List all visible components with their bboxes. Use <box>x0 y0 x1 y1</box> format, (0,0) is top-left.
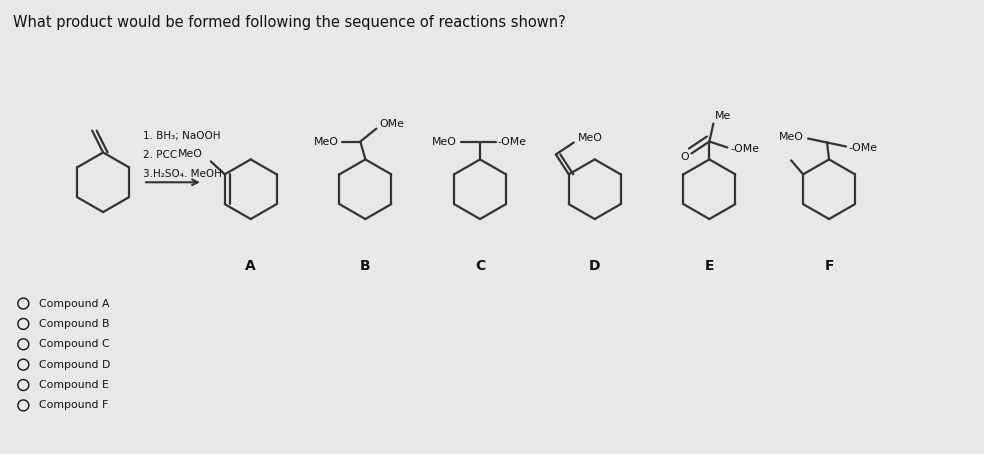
Text: OMe: OMe <box>379 118 404 128</box>
Text: B: B <box>360 259 371 273</box>
Text: 1. BH₃; NaOOH: 1. BH₃; NaOOH <box>143 131 220 141</box>
Text: Compound D: Compound D <box>39 360 110 370</box>
Text: D: D <box>589 259 600 273</box>
Text: -OMe: -OMe <box>730 144 760 154</box>
Text: 3.H₂SO₄. MeOH: 3.H₂SO₄. MeOH <box>143 169 221 179</box>
Text: C: C <box>475 259 485 273</box>
Text: Compound A: Compound A <box>39 299 110 309</box>
Text: MeO: MeO <box>178 149 203 159</box>
Text: E: E <box>705 259 714 273</box>
Text: What product would be formed following the sequence of reactions shown?: What product would be formed following t… <box>14 15 566 30</box>
Text: MeO: MeO <box>314 137 338 147</box>
Text: Compound B: Compound B <box>39 319 110 329</box>
Text: F: F <box>825 259 833 273</box>
Text: O: O <box>680 153 689 163</box>
Text: Compound C: Compound C <box>39 339 110 349</box>
Text: -OMe: -OMe <box>497 137 526 147</box>
Text: MeO: MeO <box>578 133 602 143</box>
Text: -OMe: -OMe <box>848 143 877 153</box>
Text: Me: Me <box>715 111 732 121</box>
Text: Compound E: Compound E <box>39 380 109 390</box>
Text: A: A <box>245 259 256 273</box>
Text: MeO: MeO <box>779 132 804 142</box>
Text: Compound F: Compound F <box>39 400 108 410</box>
Text: MeO: MeO <box>432 137 458 147</box>
Text: 2. PCC: 2. PCC <box>143 150 177 160</box>
